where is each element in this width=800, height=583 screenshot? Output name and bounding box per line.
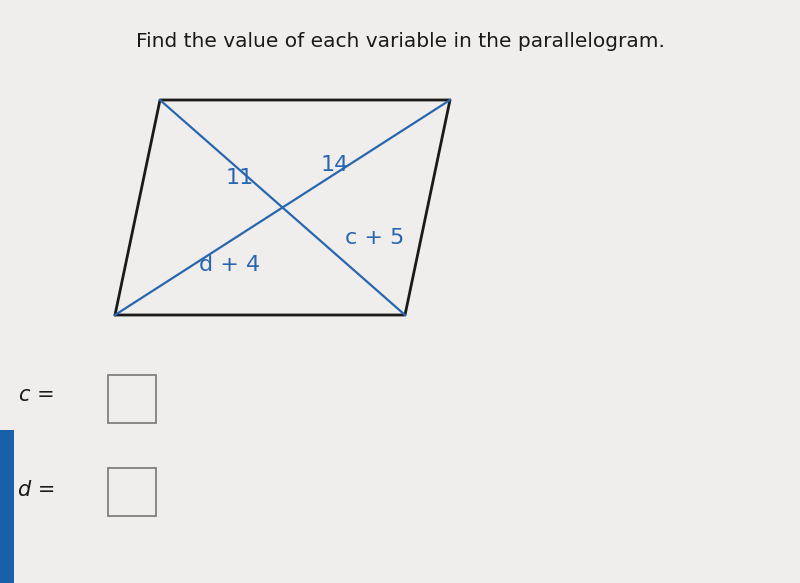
Text: Find the value of each variable in the parallelogram.: Find the value of each variable in the p… xyxy=(135,32,665,51)
Text: c + 5: c + 5 xyxy=(346,228,405,248)
Bar xyxy=(108,468,156,516)
Bar xyxy=(108,375,156,423)
Text: c =: c = xyxy=(19,385,55,405)
Text: d =: d = xyxy=(18,480,55,500)
Bar xyxy=(0,430,14,583)
Text: d + 4: d + 4 xyxy=(199,255,261,275)
Text: 14: 14 xyxy=(321,155,349,175)
Text: 11: 11 xyxy=(226,168,254,188)
